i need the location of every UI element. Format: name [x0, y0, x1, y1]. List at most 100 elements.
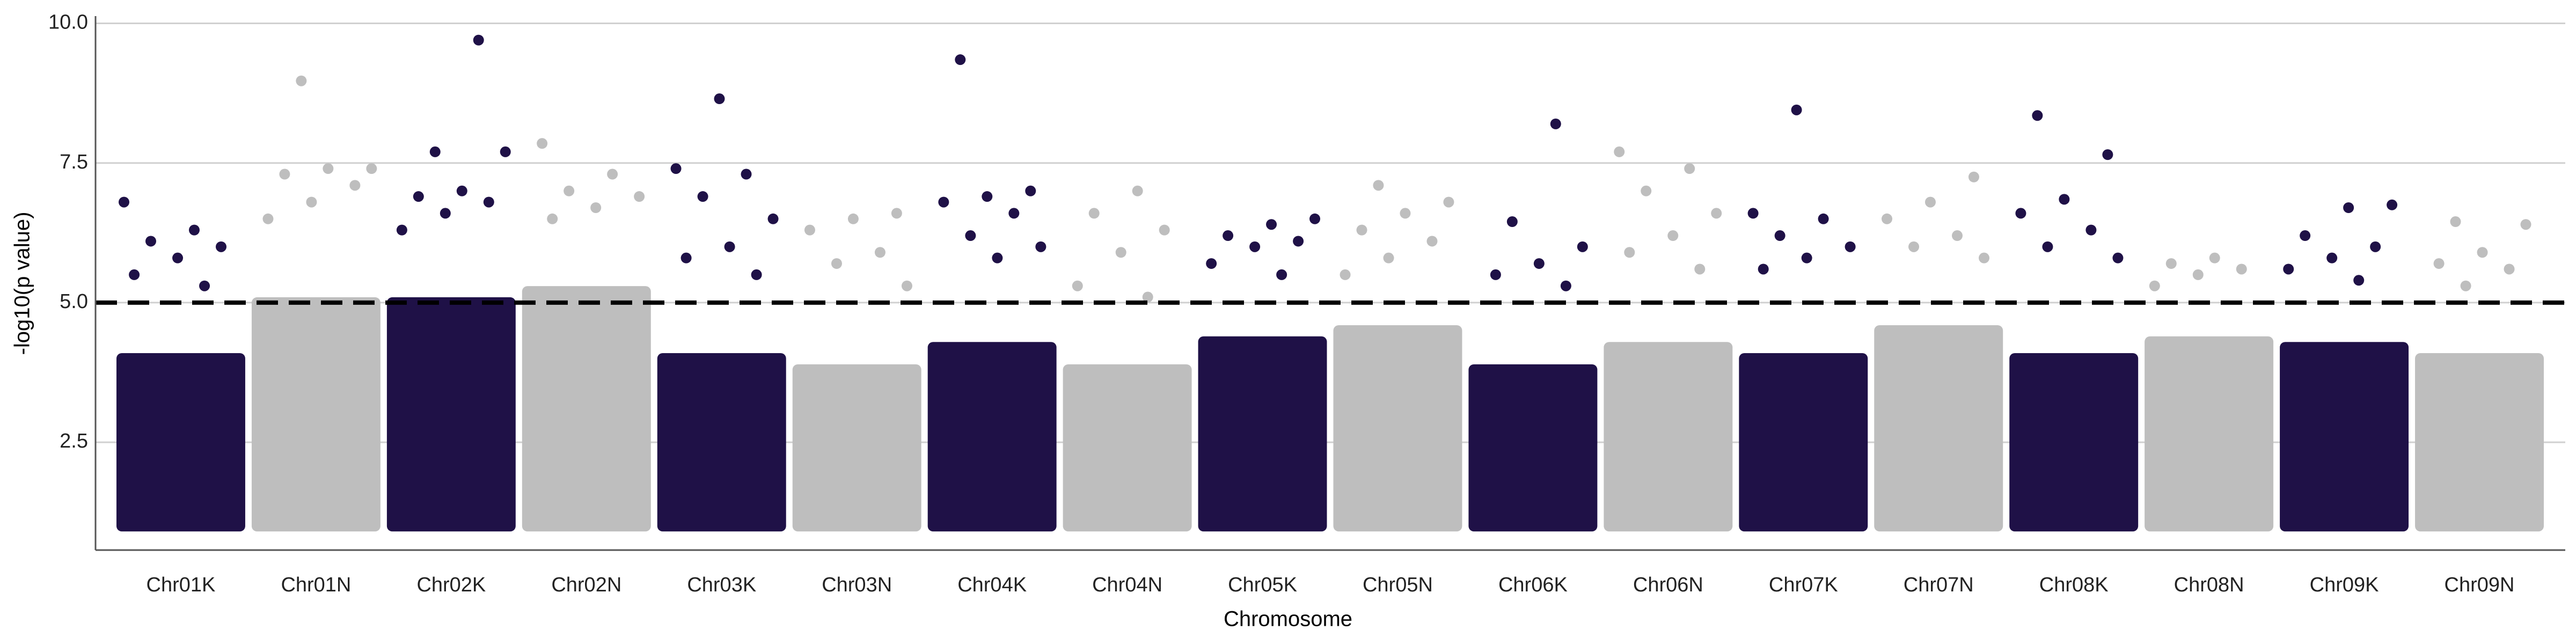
point [874, 247, 885, 258]
x-tick-label: Chr08N [2174, 574, 2244, 596]
y-tick-label: 7.5 [60, 151, 88, 173]
point [1560, 280, 1571, 291]
point [590, 202, 602, 213]
point [1159, 224, 1170, 236]
point [500, 146, 511, 157]
y-tick-label: 5.0 [60, 290, 88, 313]
point [1506, 216, 1518, 228]
point [2165, 258, 2177, 269]
point [1694, 264, 1706, 275]
point [1309, 213, 1321, 224]
point [483, 196, 494, 208]
point [473, 34, 484, 46]
dense-block [2009, 353, 2139, 532]
x-tick-label: Chr07K [1769, 574, 1838, 596]
point [2504, 264, 2515, 275]
point [119, 196, 129, 208]
y-tick-label: 10.0 [48, 11, 88, 34]
dense-block [1739, 353, 1868, 532]
point [670, 163, 682, 174]
point [2326, 252, 2338, 264]
point [634, 191, 645, 202]
point [440, 208, 451, 219]
point [1340, 269, 1351, 280]
point [1747, 208, 1759, 219]
dense-block [2280, 342, 2409, 532]
point [2042, 241, 2053, 252]
point [2209, 252, 2220, 264]
point [2149, 280, 2160, 291]
y-axis-title: -log10(p value) [11, 212, 34, 355]
point [1641, 185, 1652, 196]
point [2450, 216, 2461, 228]
dense-block [116, 353, 245, 532]
point [1266, 219, 1277, 230]
point [2477, 247, 2488, 258]
dense-block [927, 342, 1057, 532]
point [1383, 252, 1394, 264]
point [396, 224, 407, 236]
point [697, 191, 708, 202]
point [1979, 252, 1990, 264]
point [2192, 269, 2204, 280]
point [1624, 247, 1635, 258]
point [1550, 118, 1561, 129]
dense-block [1468, 364, 1598, 532]
x-tick-label: Chr06N [1633, 574, 1703, 596]
point [1249, 241, 1261, 252]
point [323, 163, 334, 174]
x-tick-label: Chr09N [2445, 574, 2515, 596]
point [965, 230, 976, 241]
dense-block [1063, 364, 1192, 532]
point [1373, 180, 1384, 191]
dense-block [386, 297, 516, 532]
point [1293, 236, 1304, 247]
x-tick-label: Chr04N [1092, 574, 1162, 596]
point [741, 169, 752, 180]
point [1952, 230, 1963, 241]
point [2283, 264, 2294, 275]
point [456, 185, 467, 196]
dense-block [522, 286, 651, 532]
point [296, 75, 307, 86]
point [2112, 252, 2124, 264]
dense-block [657, 353, 786, 532]
point [847, 213, 859, 224]
point [1968, 171, 1979, 182]
x-tick-label: Chr05K [1228, 574, 1297, 596]
point [1132, 185, 1143, 196]
point [1577, 241, 1588, 252]
point [129, 269, 140, 280]
point [831, 258, 842, 269]
point [306, 196, 317, 208]
point [724, 241, 735, 252]
dense-block [1604, 342, 1733, 532]
point [804, 224, 815, 236]
point [1818, 213, 1829, 224]
point [2460, 280, 2471, 291]
dense-block [792, 364, 921, 532]
point [279, 169, 290, 180]
point [1276, 269, 1287, 280]
dense-block [251, 297, 380, 532]
point [413, 191, 424, 202]
x-tick-label: Chr07N [1904, 574, 1974, 596]
x-axis-title: Chromosome [1224, 608, 1352, 631]
point [2015, 208, 2026, 219]
point [938, 196, 949, 208]
point [2370, 241, 2381, 252]
point [1845, 241, 1856, 252]
point [714, 93, 725, 105]
point [564, 185, 575, 196]
point [1443, 196, 1454, 208]
point [1142, 291, 1153, 303]
point [1206, 258, 1217, 269]
x-tick-label: Chr01N [281, 574, 351, 596]
point [1356, 224, 1367, 236]
x-tick-label: Chr06K [1498, 574, 1568, 596]
x-tick-label: Chr08K [2039, 574, 2109, 596]
point [262, 213, 274, 224]
point [349, 180, 361, 191]
point [1711, 208, 1722, 219]
